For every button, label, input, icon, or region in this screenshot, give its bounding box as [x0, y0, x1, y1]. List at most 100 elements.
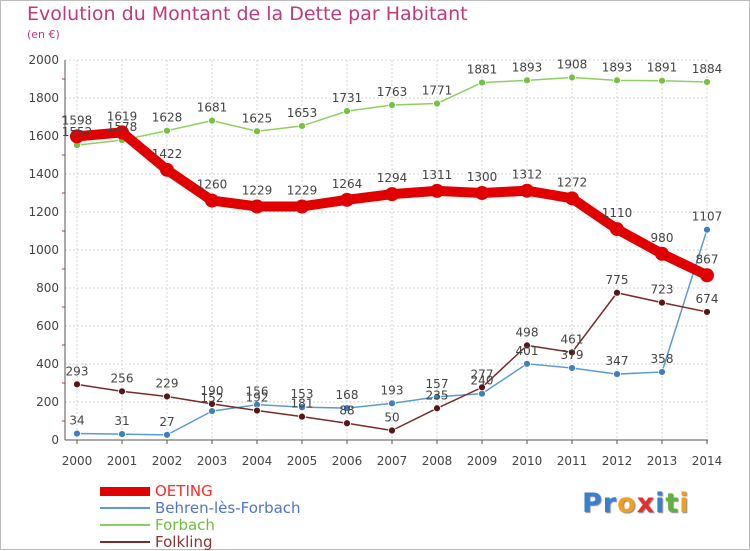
data-label-folkling: 723	[651, 283, 674, 297]
y-tick-label: 400	[36, 357, 59, 371]
chart-title: Evolution du Montant de la Dette par Hab…	[27, 3, 468, 25]
data-label-oeting: 1312	[512, 168, 543, 182]
data-point-folkling	[73, 380, 81, 389]
logo-letter: i	[679, 488, 690, 519]
legend-item: Folkling	[100, 533, 330, 551]
data-label-behren-l-s-forbach: 153	[291, 387, 314, 401]
data-label-folkling: 190	[201, 384, 224, 398]
x-tick-label: 2010	[512, 454, 543, 468]
data-point-behren-l-s-forbach	[658, 368, 666, 376]
data-point-folkling	[568, 348, 576, 357]
data-point-forbach	[163, 126, 171, 135]
legend-item: Forbach	[100, 516, 330, 534]
data-label-behren-l-s-forbach: 193	[381, 383, 404, 397]
data-point-behren-l-s-forbach	[523, 359, 531, 368]
data-point-folkling	[208, 399, 216, 408]
logo-letter: r	[602, 488, 618, 519]
x-tick-label: 2001	[107, 454, 138, 468]
data-point-behren-l-s-forbach	[388, 399, 396, 408]
data-label-oeting: 1598	[62, 113, 93, 127]
y-tick-label: 600	[36, 319, 59, 333]
data-point-folkling	[613, 288, 621, 297]
y-tick-label: 800	[36, 281, 59, 295]
data-label-behren-l-s-forbach: 157	[426, 377, 449, 391]
data-point-forbach	[703, 78, 711, 86]
data-point-forbach	[658, 76, 666, 85]
data-label-oeting: 1300	[467, 170, 498, 184]
data-point-forbach	[388, 101, 396, 109]
data-point-folkling	[253, 406, 261, 415]
data-label-behren-l-s-forbach: 27	[159, 415, 174, 429]
x-tick-label: 2006	[332, 454, 363, 468]
data-label-folkling: 461	[561, 332, 584, 346]
x-tick-label: 2014	[692, 454, 723, 468]
legend-swatch	[100, 486, 150, 496]
data-label-oeting: 1264	[332, 177, 363, 191]
data-label-behren-l-s-forbach: 31	[114, 414, 129, 428]
data-label-oeting: 1294	[377, 171, 408, 185]
x-tick-label: 2002	[152, 454, 183, 468]
data-point-oeting	[610, 222, 624, 237]
data-point-forbach	[433, 99, 441, 108]
data-point-folkling	[658, 298, 666, 307]
x-tick-label: 2008	[422, 454, 453, 468]
data-point-folkling	[703, 308, 711, 316]
y-tick-label: 1600	[28, 129, 59, 143]
data-point-folkling	[343, 419, 351, 428]
y-tick-label: 1800	[28, 91, 59, 105]
data-point-oeting	[205, 193, 219, 208]
data-point-oeting	[70, 129, 84, 144]
data-label-forbach: 1681	[197, 101, 228, 115]
data-point-folkling	[388, 426, 396, 435]
data-label-oeting: 1272	[557, 175, 588, 189]
data-label-folkling: 674	[696, 292, 719, 306]
data-point-folkling	[523, 341, 531, 350]
data-point-behren-l-s-forbach	[208, 407, 216, 416]
data-point-behren-l-s-forbach	[613, 370, 621, 378]
logo-letter: i	[655, 488, 666, 519]
data-label-forbach: 1908	[557, 57, 588, 71]
data-point-oeting	[340, 192, 354, 207]
data-point-behren-l-s-forbach	[73, 429, 81, 438]
data-point-behren-l-s-forbach	[343, 404, 351, 412]
data-label-forbach: 1881	[467, 63, 498, 77]
x-tick-label: 2004	[242, 454, 273, 468]
data-label-folkling: 293	[66, 364, 89, 378]
data-label-folkling: 775	[606, 273, 629, 287]
data-label-folkling: 50	[384, 411, 399, 425]
data-label-forbach: 1578	[107, 120, 138, 134]
data-point-behren-l-s-forbach	[568, 364, 576, 372]
data-label-forbach: 1731	[332, 91, 363, 105]
data-label-folkling: 229	[156, 376, 179, 390]
data-label-behren-l-s-forbach: 401	[516, 344, 539, 358]
logo-letter: o	[617, 488, 637, 519]
data-label-oeting: 1311	[422, 168, 453, 182]
data-label-forbach: 1893	[602, 60, 633, 74]
data-label-forbach: 1653	[287, 106, 318, 120]
data-point-oeting	[160, 162, 174, 177]
data-point-forbach	[298, 122, 306, 130]
x-tick-label: 2007	[377, 454, 408, 468]
legend-swatch	[100, 524, 150, 526]
y-tick-label: 1000	[28, 243, 59, 257]
data-label-behren-l-s-forbach: 34	[69, 414, 84, 428]
data-label-behren-l-s-forbach: 240	[471, 374, 494, 388]
data-label-forbach: 1763	[377, 85, 408, 99]
legend-label: OETING	[155, 482, 213, 500]
data-point-oeting	[655, 246, 669, 261]
data-label-oeting: 1422	[152, 147, 183, 161]
data-point-oeting	[520, 183, 534, 198]
data-label-oeting: 1110	[602, 206, 633, 220]
legend-label: Behren-lès-Forbach	[155, 499, 301, 517]
data-point-oeting	[115, 125, 129, 140]
data-point-behren-l-s-forbach	[298, 403, 306, 412]
data-point-behren-l-s-forbach	[163, 430, 171, 439]
data-label-behren-l-s-forbach: 379	[561, 348, 584, 362]
y-tick-label: 2000	[28, 53, 59, 67]
data-label-behren-l-s-forbach: 358	[651, 352, 674, 366]
data-point-forbach	[613, 76, 621, 85]
data-point-oeting	[565, 191, 579, 206]
legend-label: Folkling	[155, 533, 213, 551]
